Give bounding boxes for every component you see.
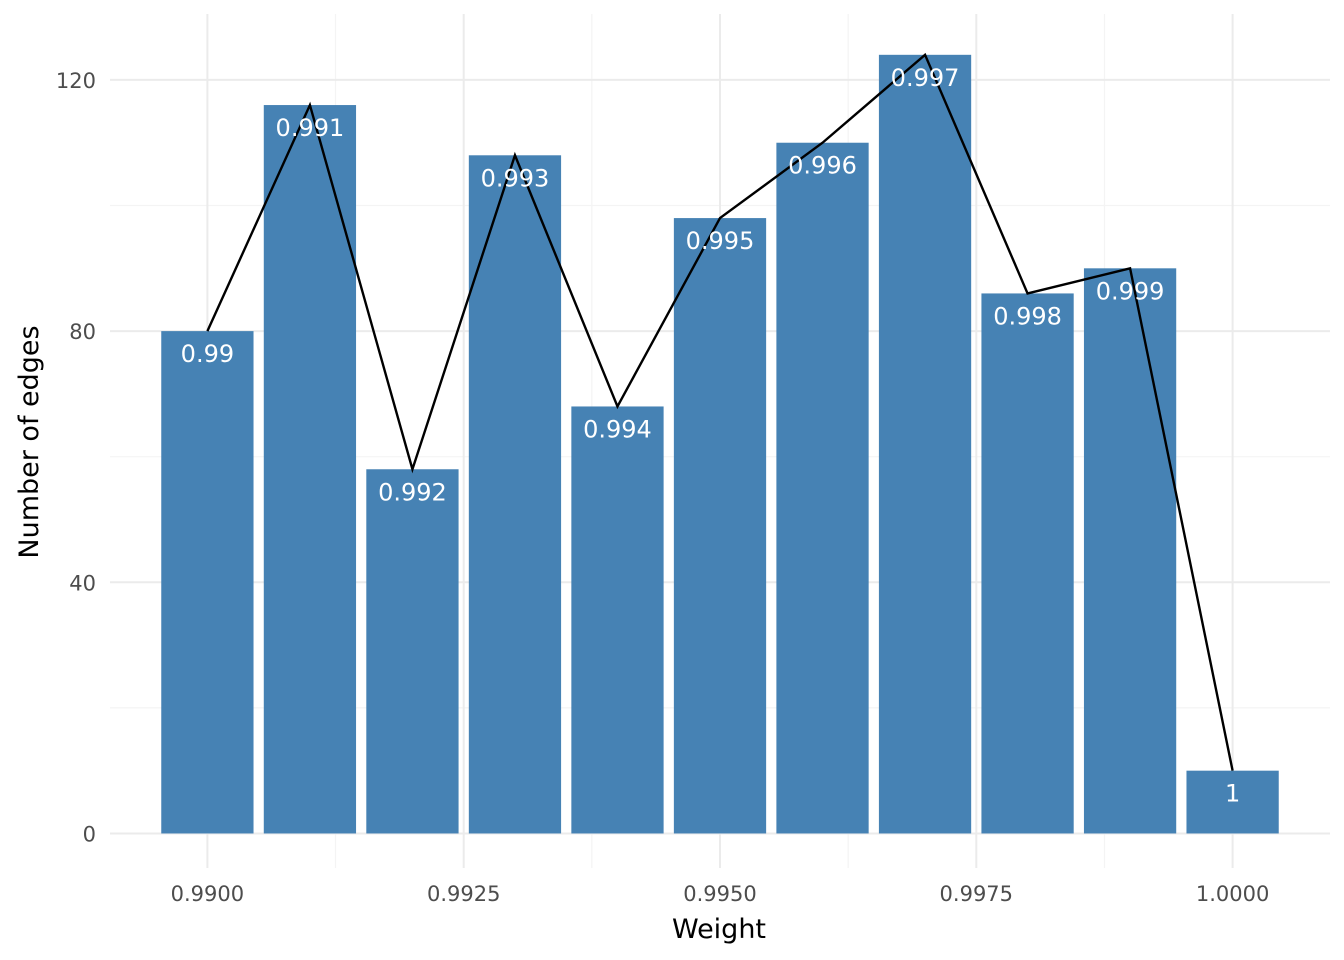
bar	[776, 142, 869, 834]
y-tick-label: 80	[69, 320, 96, 344]
bar	[878, 54, 972, 834]
y-axis-ticks: 0 40 80 120	[56, 69, 96, 847]
bar-label: 0.995	[686, 227, 755, 255]
bar	[468, 155, 562, 834]
bar-label: 0.998	[993, 302, 1062, 330]
bar	[1083, 268, 1177, 834]
x-tick-label: 0.9975	[940, 882, 1013, 906]
x-axis-ticks: 0.9900 0.9925 0.9950 0.9975 1.0000	[171, 882, 1270, 906]
bar	[981, 293, 1074, 834]
x-tick-label: 0.9950	[683, 882, 756, 906]
y-tick-label: 0	[83, 822, 96, 846]
bar	[263, 105, 357, 834]
bar-label: 0.991	[276, 114, 345, 142]
line-layer	[206, 52, 1234, 771]
bar-label: 0.997	[891, 64, 960, 92]
bar-label: 0.99	[181, 340, 234, 368]
bar	[571, 406, 664, 834]
y-axis-title: Number of edges	[14, 325, 45, 558]
bar	[366, 469, 459, 834]
bar-labels: 0.99 0.991 0.992 0.993 0.994 0.995 0.996 0.997 0…	[181, 64, 1241, 808]
bars	[161, 54, 1279, 834]
x-tick-label: 0.9900	[171, 882, 244, 906]
y-tick-label: 40	[69, 571, 96, 595]
x-tick-label: 0.9925	[427, 882, 500, 906]
bar-label: 1	[1225, 780, 1240, 808]
bar-label: 0.994	[583, 415, 652, 443]
x-axis-title: Weight	[672, 914, 766, 945]
x-tick-label: 1.0000	[1196, 882, 1269, 906]
series-line	[206, 52, 1234, 771]
bar-label: 0.996	[788, 152, 857, 180]
bar-label: 0.999	[1096, 277, 1165, 305]
bar	[673, 218, 767, 834]
bar	[1186, 770, 1279, 834]
bar	[161, 331, 254, 834]
bar-label: 0.992	[378, 478, 447, 506]
bar-label: 0.993	[481, 164, 550, 192]
y-tick-label: 120	[56, 69, 96, 93]
